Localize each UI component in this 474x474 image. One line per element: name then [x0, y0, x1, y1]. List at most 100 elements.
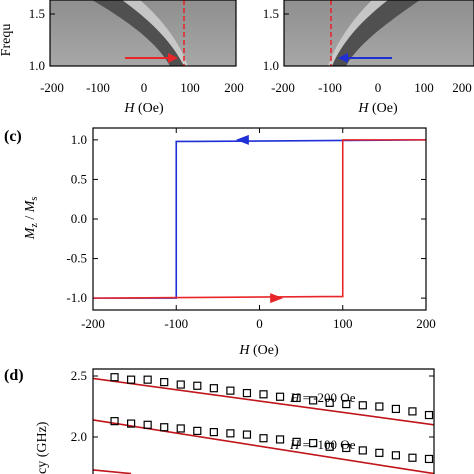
x-tick-label: 0	[256, 316, 263, 331]
panel-a-xtick: -100	[86, 80, 110, 95]
data-point	[126, 419, 136, 428]
panel-a-xtick: -200	[40, 80, 64, 95]
panel-b-band-light	[328, 0, 388, 66]
data-point	[325, 442, 334, 451]
panel-b-xtick: -100	[318, 80, 342, 95]
data-point	[242, 388, 252, 398]
panel-b-ytick: 1.0	[263, 58, 279, 73]
panel-b-ytick: 1.5	[263, 6, 279, 21]
data-point	[160, 378, 169, 387]
data-point	[143, 375, 152, 384]
fit-line	[92, 377, 435, 426]
panel-a-xticks: -200 -100 0 100 200	[40, 80, 244, 95]
panel-b-frame	[283, 0, 474, 67]
panel-b-xticks: -200 -100 0 100 200	[271, 80, 472, 95]
data-point	[193, 381, 202, 390]
panel-d-ticks: 2.5 2.0	[71, 368, 434, 444]
x-tick-label: 100	[333, 316, 353, 331]
panel-a-ylabel: Frequ	[0, 24, 14, 57]
data-point	[309, 439, 318, 448]
data-point	[242, 430, 252, 439]
y-tick-label: -1.0	[66, 290, 87, 305]
x-tick-label: 200	[416, 316, 436, 331]
hysteresis-branch	[92, 139, 426, 299]
y-tick-label: 0.5	[71, 171, 87, 186]
y-tick-label: -0.5	[66, 251, 87, 266]
panel-a-xtick: 0	[141, 80, 148, 95]
data-point	[275, 435, 285, 444]
data-point	[209, 428, 218, 437]
panel-a: Frequ 1.5 1.0 -200 -100 0 100 200 H (Oe)	[0, 0, 244, 116]
panel-a-xlabel: H (Oe)	[123, 101, 164, 116]
data-point	[226, 429, 235, 438]
panel-c-label: (c)	[4, 128, 22, 145]
data-point	[424, 454, 434, 464]
x-tick-label: -100	[164, 316, 188, 331]
data-point	[126, 375, 136, 384]
data-point	[358, 401, 367, 410]
data-point	[408, 407, 417, 416]
panel-a-arrowhead	[168, 53, 178, 63]
data-point	[110, 373, 119, 382]
data-point	[259, 390, 268, 399]
panel-c-ylabel: Mz / Ms	[23, 197, 40, 241]
y-tick-label: 0.0	[71, 211, 87, 226]
data-point	[110, 417, 119, 426]
data-point	[309, 396, 318, 405]
data-point	[176, 424, 185, 433]
panel-d-label: (d)	[4, 367, 24, 384]
panel-c-ticks: 1.0 0.5 0.0 -0.5 -1.0 -200 -100 0 100 200	[66, 128, 436, 331]
data-point	[325, 398, 334, 407]
panel-b-xtick: 100	[414, 80, 434, 95]
y-tick-label: 2.0	[71, 429, 87, 444]
panel-c-xlabel: H (Oe)	[238, 343, 279, 358]
data-point	[424, 410, 434, 420]
data-point	[375, 448, 384, 457]
direction-arrow	[235, 134, 249, 145]
panel-d-points	[110, 373, 434, 464]
data-point	[342, 399, 351, 409]
data-point	[160, 423, 169, 432]
panel-d-frame	[92, 368, 435, 474]
data-point	[375, 402, 384, 411]
panel-b-xtick: 0	[375, 80, 382, 95]
data-point	[358, 446, 367, 455]
data-point	[391, 451, 400, 460]
panel-c-series	[92, 134, 427, 304]
panel-d-annotation-2: H = -100 Oe	[289, 437, 356, 452]
data-point	[292, 437, 301, 446]
data-point	[275, 392, 285, 401]
hysteresis-branch	[93, 139, 427, 299]
panel-b-band	[332, 0, 420, 66]
panel-a-ytick: 1.5	[29, 6, 45, 21]
direction-arrow	[270, 293, 284, 304]
panel-a-band	[92, 0, 184, 66]
panel-b: 1.5 1.0 -200 -100 0 100 200 H (Oe)	[263, 0, 474, 116]
data-point	[259, 434, 268, 443]
data-point	[226, 386, 235, 395]
panel-c-frame	[92, 127, 427, 311]
fit-line	[92, 469, 132, 474]
y-tick-label: 1.0	[71, 132, 87, 147]
panel-a-ytick: 1.0	[29, 58, 45, 73]
panel-b-xtick: 200	[452, 80, 472, 95]
data-point	[292, 393, 301, 403]
data-point	[193, 426, 202, 435]
data-point	[209, 384, 218, 393]
panel-b-yticks: 1.5 1.0	[263, 6, 289, 73]
panel-d: (d) cy (GHz) 2.5 2.0 H = -200 Oe H = -100…	[4, 367, 435, 474]
data-point	[408, 453, 417, 462]
panel-b-xtick: -200	[271, 80, 295, 95]
panel-a-band-light	[122, 0, 188, 66]
panel-b-arrowhead	[338, 53, 348, 63]
panel-a-xtick: 100	[180, 80, 200, 95]
panel-d-ylabel: cy (GHz)	[35, 421, 50, 474]
panel-d-annotation-1: H = -200 Oe	[289, 390, 356, 405]
data-point	[176, 380, 185, 389]
panel-b-xlabel: H (Oe)	[357, 101, 398, 116]
panel-a-xtick: 200	[224, 80, 244, 95]
data-point	[143, 420, 152, 429]
x-tick-label: -200	[81, 316, 105, 331]
panel-c: (c) Mz / Ms 1.0 0.5 0.0 -0.5 -1.0 -200 -100 0 10…	[4, 127, 436, 358]
